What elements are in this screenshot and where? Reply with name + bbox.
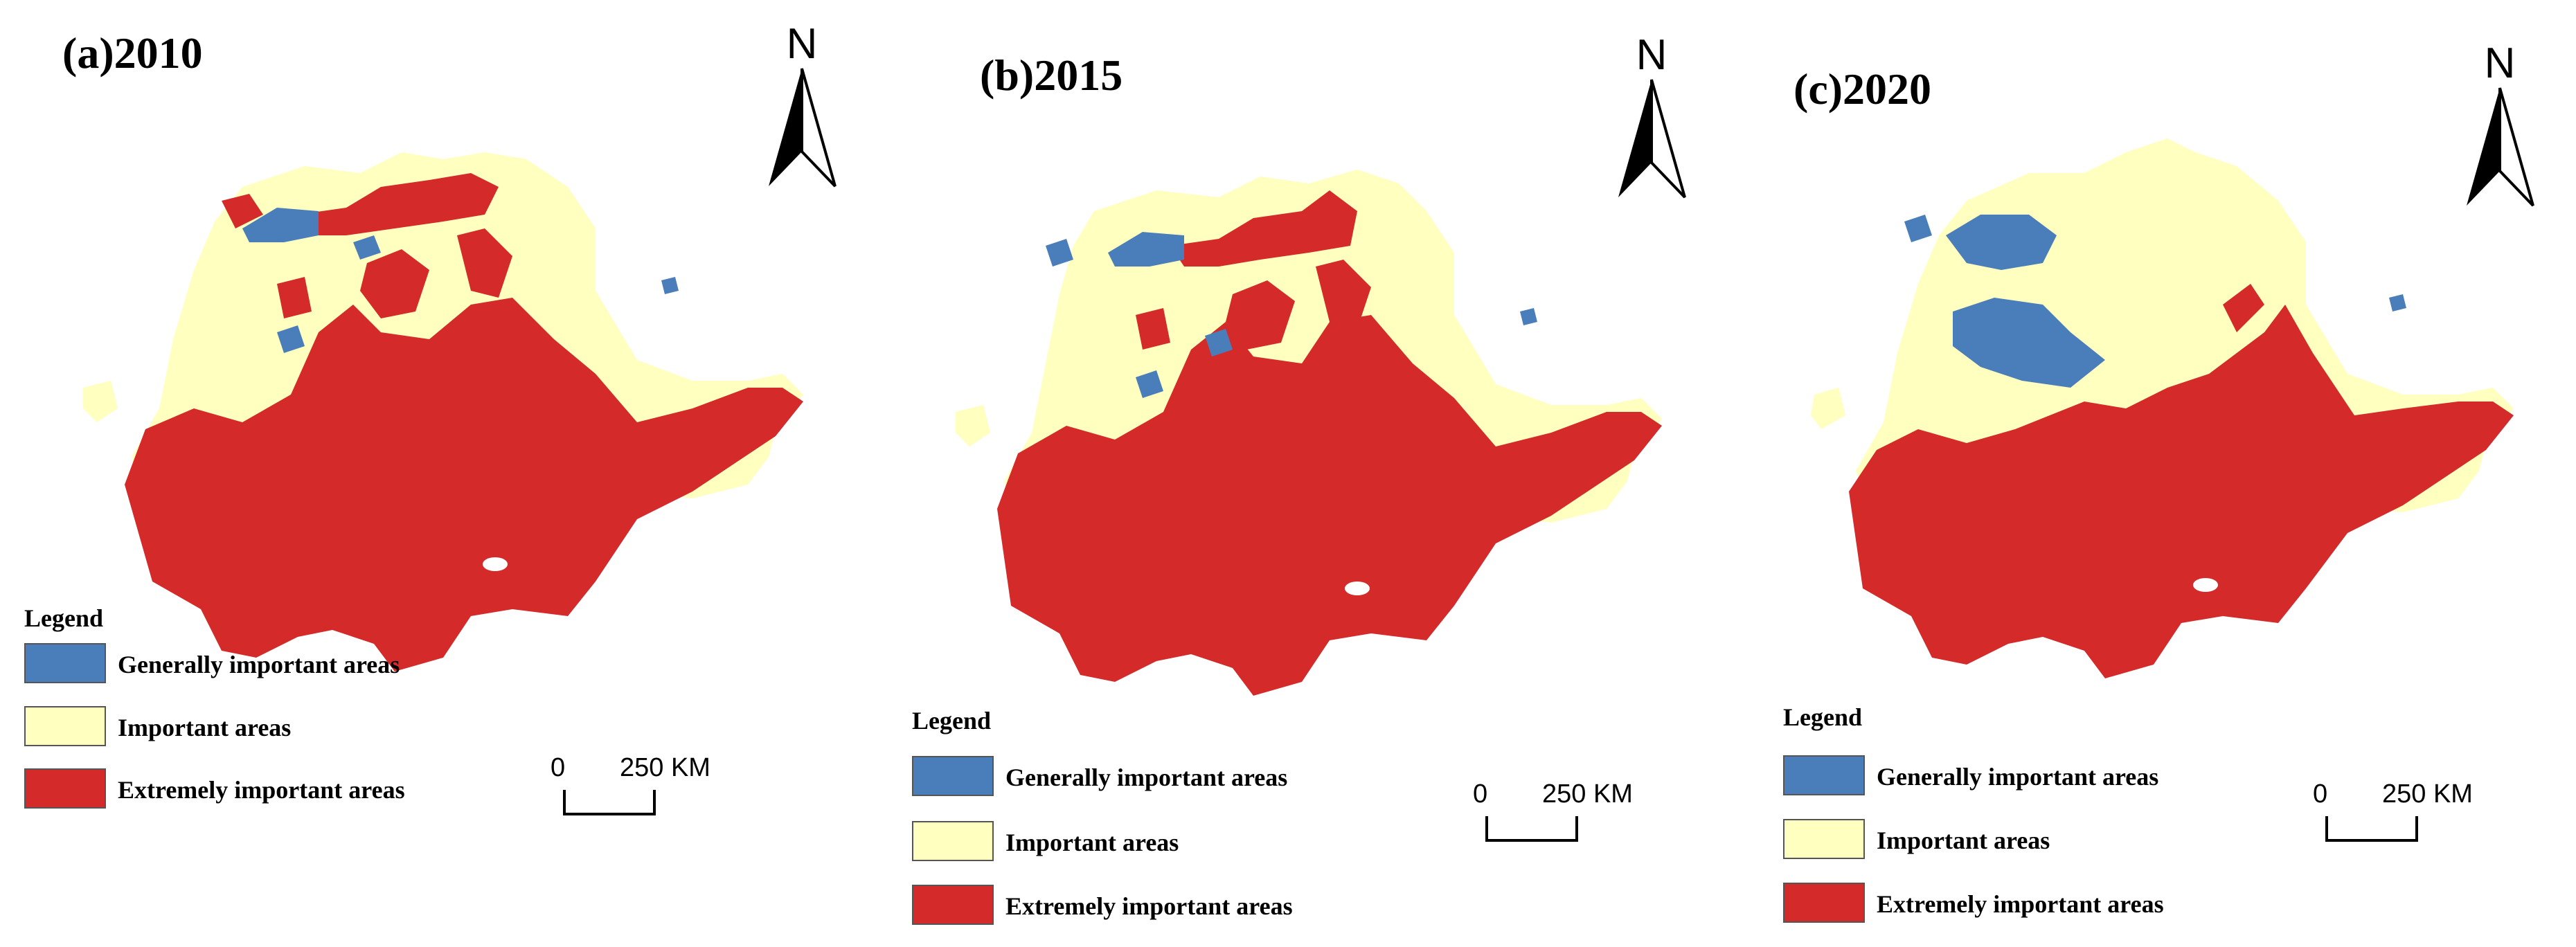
north-arrow: N bbox=[1610, 30, 1693, 199]
panel-title: (a)2010 bbox=[62, 28, 203, 78]
extremely-important-areas-layer bbox=[1849, 284, 2514, 678]
lake-hole bbox=[2193, 578, 2218, 592]
legend-item-important: Important areas bbox=[912, 821, 1397, 864]
legend-swatch bbox=[912, 821, 994, 861]
north-arrow-icon bbox=[2467, 87, 2534, 207]
legend-label: Extremely important areas bbox=[1005, 892, 1293, 920]
generally-important-areas-layer bbox=[1904, 215, 2406, 388]
scale-zero-label: 0 bbox=[1473, 779, 1488, 809]
legend-swatch bbox=[24, 768, 106, 809]
scale-bar-line bbox=[2325, 816, 2418, 842]
map-panel-2015: (b)2015 N Legend bbox=[869, 0, 1728, 947]
legend-title: Legend bbox=[912, 707, 992, 734]
legend-item-generally-important: Generally important areas bbox=[912, 756, 1397, 799]
legend-swatch bbox=[24, 643, 106, 683]
panel-title: (c)2020 bbox=[1794, 64, 1932, 114]
scale-distance-label: 250 KM bbox=[620, 753, 710, 782]
extremely-important-areas-layer bbox=[997, 190, 1662, 696]
legend-label: Generally important areas bbox=[1005, 764, 1288, 791]
legend-label: Important areas bbox=[1005, 829, 1179, 856]
north-arrow: N bbox=[2458, 39, 2541, 207]
scale-bar-line bbox=[1485, 816, 1578, 842]
north-arrow-icon bbox=[1618, 79, 1686, 199]
generally-important-areas-layer bbox=[242, 208, 679, 353]
legend-swatch bbox=[24, 706, 106, 746]
north-label: N bbox=[1636, 31, 1667, 79]
region-map bbox=[1811, 138, 2514, 678]
north-arrow-icon bbox=[769, 68, 837, 188]
legend-swatch bbox=[1783, 819, 1865, 859]
scale-zero-label: 0 bbox=[2313, 779, 2328, 809]
lake-hole bbox=[1345, 581, 1370, 595]
panel-title: (b)2015 bbox=[980, 51, 1123, 100]
legend-item-generally-important: Generally important areas bbox=[1783, 755, 2268, 798]
lake-hole bbox=[483, 557, 508, 571]
legend-swatch bbox=[912, 756, 994, 796]
north-label: N bbox=[2484, 39, 2516, 87]
scale-zero-label: 0 bbox=[551, 753, 566, 782]
map-panel-2020: (c)2020 N Legend Generally importa bbox=[1738, 0, 2576, 947]
legend-item-important: Important areas bbox=[1783, 819, 2268, 862]
legend-item-important: Important areas bbox=[24, 706, 509, 749]
legend-swatch bbox=[1783, 883, 1865, 923]
legend-title: Legend bbox=[1783, 703, 1863, 731]
legend-label: Generally important areas bbox=[118, 651, 400, 678]
generally-important-areas-layer bbox=[1046, 232, 1537, 398]
legend-label: Important areas bbox=[1877, 827, 2050, 854]
north-label: N bbox=[786, 20, 818, 68]
legend-item-extremely-important: Extremely important areas bbox=[912, 885, 1397, 928]
region-map bbox=[956, 170, 1662, 696]
legend-item-extremely-important: Extremely important areas bbox=[1783, 883, 2268, 926]
legend-item-generally-important: Generally important areas bbox=[24, 643, 509, 686]
extremely-important-areas-layer bbox=[125, 173, 803, 671]
legend-label: Generally important areas bbox=[1877, 763, 2159, 791]
scale-bar: 0 250 KM bbox=[2313, 779, 2562, 856]
scale-distance-label: 250 KM bbox=[1542, 779, 1633, 809]
scale-distance-label: 250 KM bbox=[2382, 779, 2473, 809]
scale-bar-line bbox=[563, 790, 656, 815]
legend-label: Important areas bbox=[118, 714, 292, 741]
legend-label: Extremely important areas bbox=[118, 776, 405, 804]
north-arrow: N bbox=[760, 19, 843, 188]
map-panel-2010: (a)2010 N Legend bbox=[0, 0, 859, 947]
legend-swatch bbox=[912, 885, 994, 925]
scale-bar: 0 250 KM bbox=[551, 753, 800, 829]
legend-item-extremely-important: Extremely important areas bbox=[24, 768, 509, 811]
legend-title: Legend bbox=[24, 604, 104, 632]
legend-label: Extremely important areas bbox=[1877, 890, 2164, 918]
legend-swatch bbox=[1783, 755, 1865, 795]
region-map bbox=[83, 152, 803, 671]
scale-bar: 0 250 KM bbox=[1473, 779, 1722, 856]
